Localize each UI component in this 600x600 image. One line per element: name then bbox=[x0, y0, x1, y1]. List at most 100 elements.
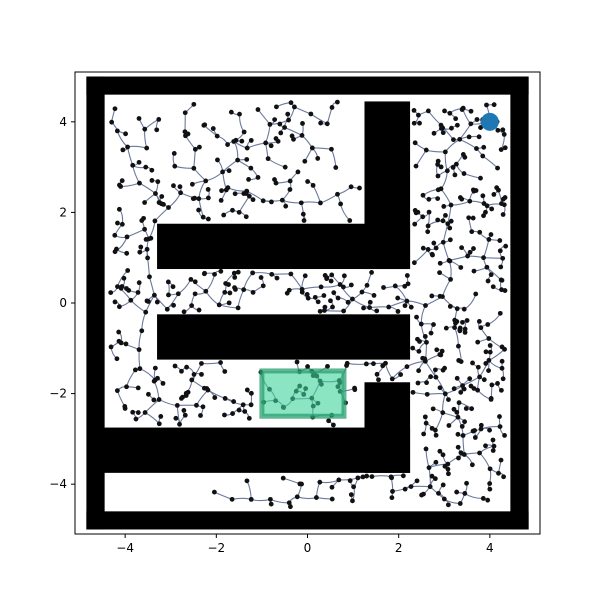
tree-node bbox=[282, 164, 288, 170]
tree-node bbox=[360, 474, 366, 480]
tree-edge bbox=[442, 242, 450, 261]
tree-node bbox=[145, 255, 151, 261]
tree-node bbox=[501, 131, 507, 137]
plot-area bbox=[74, 71, 541, 535]
tree-node bbox=[454, 375, 460, 381]
tree-node bbox=[156, 117, 162, 122]
tree-node bbox=[191, 372, 197, 377]
x-tick-label: 4 bbox=[486, 541, 494, 555]
tree-edge bbox=[201, 361, 221, 365]
tree-node bbox=[416, 368, 422, 374]
tree-node bbox=[462, 329, 468, 335]
tree-node bbox=[474, 146, 479, 151]
tree-node bbox=[250, 289, 256, 295]
tree-node bbox=[364, 473, 370, 479]
tree-node bbox=[448, 276, 453, 282]
tree-node bbox=[452, 325, 457, 330]
tree-node bbox=[468, 383, 474, 389]
tree-node bbox=[488, 272, 494, 278]
tree-node bbox=[178, 190, 184, 196]
tree-node bbox=[246, 176, 251, 182]
tree-node bbox=[461, 306, 467, 312]
tree-node bbox=[453, 116, 459, 122]
tree-node bbox=[305, 295, 311, 301]
tree-edge bbox=[227, 187, 247, 192]
tree-edge bbox=[270, 498, 290, 504]
tree-node bbox=[411, 120, 417, 126]
x-tick-label: −2 bbox=[207, 541, 225, 555]
tree-edge bbox=[447, 453, 465, 465]
tree-layer bbox=[108, 99, 509, 510]
tree-node bbox=[478, 175, 483, 181]
tree-node bbox=[294, 494, 300, 500]
tree-edge bbox=[340, 203, 351, 221]
tree-node bbox=[116, 338, 122, 344]
tree-edge bbox=[467, 255, 484, 259]
tree-node bbox=[404, 298, 410, 304]
tree-node bbox=[371, 361, 376, 367]
tree-node bbox=[495, 127, 501, 133]
tree-node bbox=[450, 164, 456, 170]
tree-node bbox=[205, 187, 211, 192]
tree-node bbox=[441, 496, 447, 502]
tree-node bbox=[130, 409, 136, 415]
tree-node bbox=[473, 291, 479, 297]
tree-node bbox=[192, 146, 198, 152]
tree-node bbox=[244, 157, 250, 162]
tree-node bbox=[329, 484, 335, 490]
tree-node bbox=[341, 273, 347, 279]
tree-node bbox=[124, 384, 129, 390]
tree-node bbox=[139, 328, 145, 334]
tree-node bbox=[125, 144, 130, 150]
tree-node bbox=[374, 371, 380, 377]
tree-node bbox=[350, 498, 355, 504]
tree-node bbox=[392, 283, 398, 289]
tree-node bbox=[279, 197, 285, 203]
tree-node bbox=[248, 138, 254, 143]
tree-node bbox=[476, 319, 482, 324]
tree-node bbox=[411, 260, 417, 266]
tree-node bbox=[497, 248, 503, 254]
tree-node bbox=[442, 391, 448, 397]
tree-edge bbox=[174, 165, 194, 169]
tree-node bbox=[248, 402, 254, 408]
tree-edge bbox=[371, 475, 392, 478]
tree-node bbox=[420, 355, 426, 361]
tree-edge bbox=[168, 192, 182, 208]
tree-edge bbox=[205, 274, 216, 292]
tree-edge bbox=[426, 149, 446, 153]
tree-node bbox=[199, 361, 204, 366]
tree-node bbox=[119, 221, 125, 227]
tree-node bbox=[490, 448, 496, 453]
tree-node bbox=[435, 217, 441, 223]
tree-node bbox=[461, 171, 467, 176]
tree-node bbox=[485, 278, 491, 284]
start-marker bbox=[480, 112, 499, 131]
tree-edge bbox=[427, 393, 446, 395]
tree-node bbox=[420, 214, 426, 220]
tree-node bbox=[434, 347, 440, 353]
tree-node bbox=[133, 416, 139, 422]
tree-node bbox=[299, 133, 305, 138]
tree-node bbox=[142, 126, 148, 132]
tree-node bbox=[498, 147, 504, 152]
tree-node bbox=[274, 104, 279, 110]
tree-node bbox=[424, 380, 429, 386]
tree-node bbox=[420, 245, 426, 251]
tree-node bbox=[363, 361, 369, 367]
tree-node bbox=[448, 202, 454, 208]
tree-node bbox=[334, 99, 340, 105]
tree-edge bbox=[420, 305, 426, 325]
tree-node bbox=[369, 269, 374, 275]
tree-node bbox=[460, 319, 465, 325]
tree-node bbox=[460, 433, 466, 438]
tree-node bbox=[237, 111, 242, 117]
tree-node bbox=[467, 198, 473, 204]
tree-node bbox=[380, 363, 386, 369]
tree-node bbox=[420, 192, 426, 198]
tree-node bbox=[136, 159, 142, 165]
tree-node bbox=[125, 268, 131, 273]
tree-node bbox=[232, 191, 238, 197]
tree-node bbox=[196, 307, 202, 313]
tree-edge bbox=[487, 313, 501, 325]
